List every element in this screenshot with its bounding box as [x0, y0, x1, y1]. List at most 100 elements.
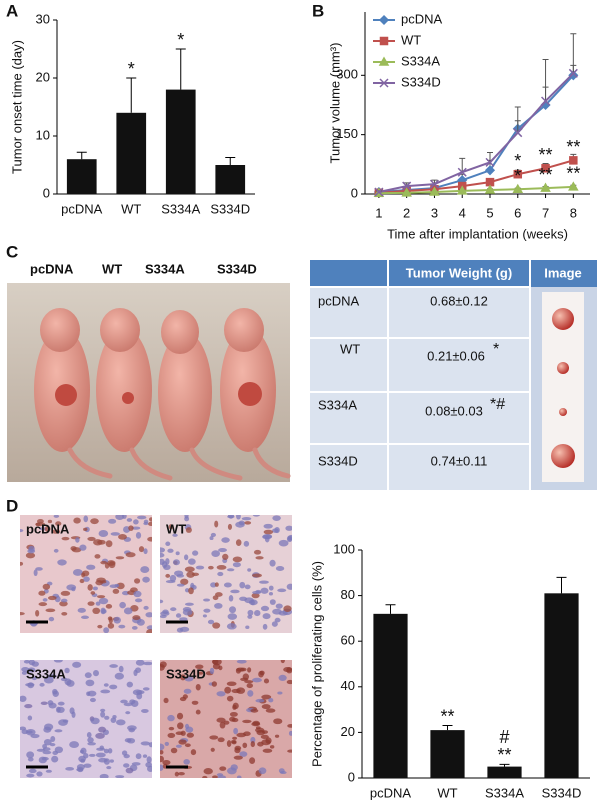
nucleus	[216, 717, 226, 723]
nucleus	[125, 711, 131, 715]
marker	[512, 183, 524, 194]
nucleus	[35, 567, 43, 571]
nucleus	[35, 522, 41, 527]
nucleus	[252, 677, 262, 683]
nucleus	[278, 610, 288, 616]
nucleus	[97, 595, 106, 599]
nucleus	[88, 753, 96, 757]
nucleus	[232, 736, 238, 740]
nucleus	[27, 715, 33, 721]
nucleus	[37, 519, 44, 524]
marker	[568, 181, 579, 191]
nucleus	[217, 571, 224, 577]
nucleus	[170, 747, 178, 754]
nucleus	[185, 527, 192, 533]
series-line	[378, 185, 574, 195]
nucleus	[191, 700, 199, 705]
nucleus	[89, 697, 96, 703]
nucleus	[226, 740, 232, 748]
series-line	[378, 159, 574, 194]
nucleus	[59, 601, 68, 607]
nucleus	[38, 602, 48, 607]
nucleus	[190, 749, 197, 756]
nucleus	[233, 755, 243, 760]
nucleus	[131, 762, 141, 766]
nucleus	[49, 743, 56, 747]
nucleus	[255, 556, 264, 560]
nucleus	[208, 565, 214, 570]
nucleus	[60, 598, 68, 603]
nucleus	[175, 551, 180, 556]
nucleus	[255, 698, 265, 703]
nucleus	[280, 660, 285, 664]
panel-label: A	[6, 1, 18, 20]
nucleus	[132, 689, 143, 696]
nucleus	[105, 540, 113, 548]
nucleus	[210, 532, 216, 538]
nucleus	[47, 674, 57, 679]
nucleus	[202, 775, 208, 778]
nucleus	[107, 616, 113, 621]
nucleus	[175, 744, 182, 748]
nucleus	[87, 737, 94, 743]
nucleus	[109, 759, 114, 763]
nucleus	[275, 565, 285, 571]
error-bar	[459, 157, 466, 173]
nucleus	[283, 667, 292, 673]
nucleus	[274, 734, 280, 738]
nucleus	[229, 606, 237, 614]
nucleus	[219, 766, 227, 771]
x-tick-label: 6	[514, 205, 521, 220]
nucleus	[184, 676, 194, 682]
marker	[513, 128, 523, 138]
nucleus	[90, 717, 100, 725]
nucleus	[61, 611, 68, 616]
nucleus	[77, 607, 86, 613]
legend-label: WT	[401, 32, 421, 47]
nucleus	[162, 609, 169, 615]
table-cell: WT	[340, 341, 360, 356]
nucleus	[100, 607, 106, 615]
significance: #	[499, 727, 509, 747]
nucleus	[136, 618, 145, 626]
stain-label: S334A	[26, 666, 66, 681]
nucleus	[116, 719, 126, 726]
nucleus	[160, 755, 165, 763]
nucleus	[81, 572, 86, 578]
table-header-cell: Tumor Weight (g)	[406, 265, 512, 280]
y-tick-label: 20	[36, 69, 50, 84]
nucleus	[109, 684, 118, 690]
nucleus	[269, 559, 276, 567]
nucleus	[64, 667, 70, 674]
nucleus	[93, 539, 103, 546]
nucleus	[65, 766, 75, 771]
nucleus	[106, 766, 112, 770]
marker	[484, 165, 496, 176]
nucleus	[195, 709, 201, 715]
nucleus	[232, 702, 239, 710]
nucleus	[83, 576, 90, 582]
nucleus	[279, 771, 287, 775]
nucleus	[109, 664, 118, 668]
nucleus	[162, 760, 171, 766]
nucleus	[103, 748, 109, 754]
nucleus	[192, 550, 199, 556]
nucleus	[27, 667, 36, 673]
nucleus	[287, 749, 292, 753]
nucleus	[239, 596, 248, 601]
x-tick-label: S334D	[210, 201, 250, 216]
nucleus	[261, 694, 272, 700]
marker	[457, 167, 467, 177]
nucleus	[203, 598, 211, 602]
photo-label: WT	[102, 261, 122, 276]
nucleus	[246, 683, 253, 689]
nucleus	[52, 690, 59, 697]
nucleus	[252, 515, 260, 517]
nucleus	[219, 721, 226, 729]
nucleus	[119, 601, 126, 609]
stain-images: pcDNA WT S334A S334D	[20, 515, 292, 778]
nucleus	[198, 671, 204, 675]
nucleus	[160, 614, 167, 619]
nucleus	[234, 747, 241, 754]
nucleus	[160, 749, 164, 755]
